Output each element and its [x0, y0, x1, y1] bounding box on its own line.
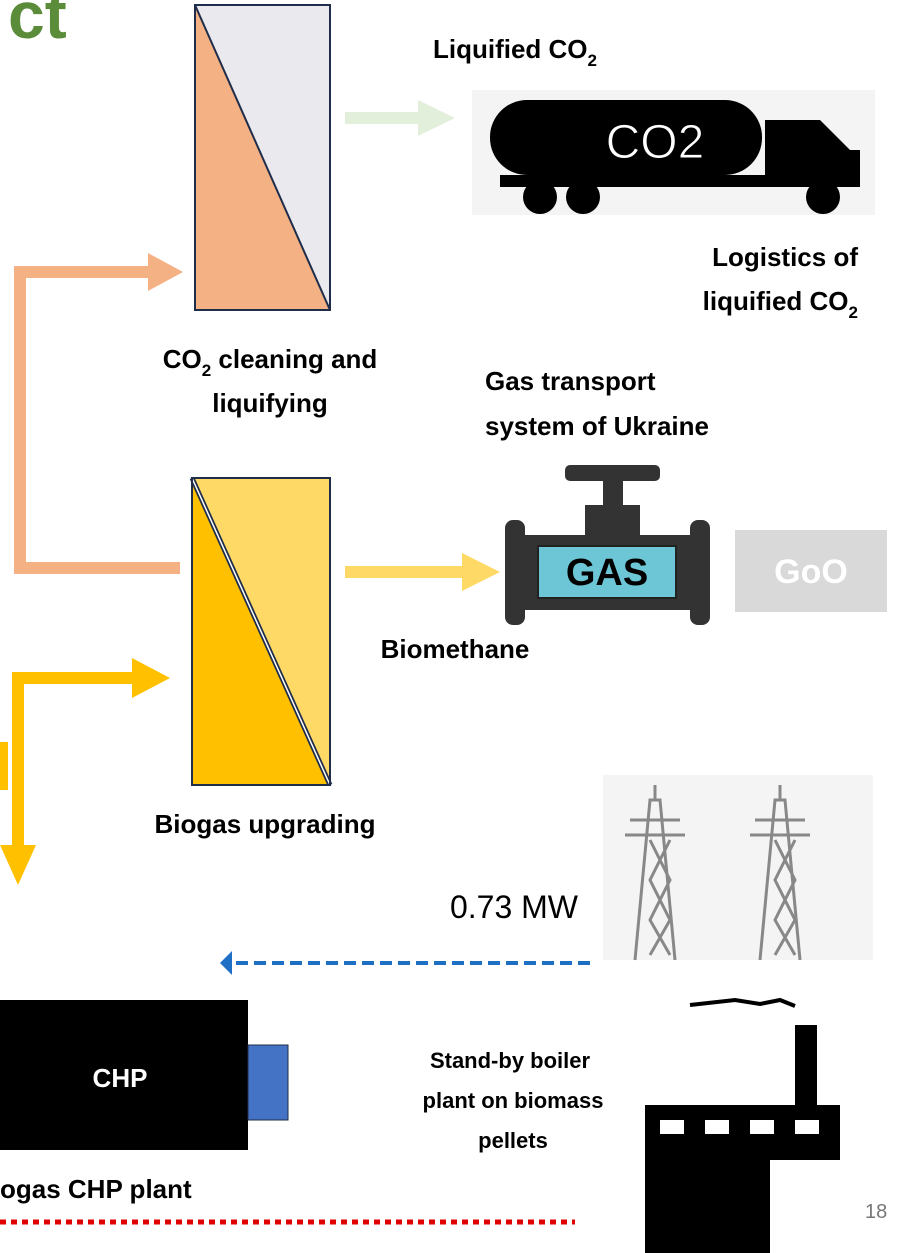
green-arrow: [345, 100, 455, 136]
chp-label: CHP: [93, 1063, 148, 1093]
pylons-icon: [603, 775, 873, 961]
factory-icon: [645, 997, 840, 1253]
chp-generator: [247, 1044, 289, 1121]
salmon-arrow: [14, 253, 183, 574]
logistics-line1: Logistics of: [712, 242, 858, 272]
chp-plant-label: ogas CHP plant: [0, 1174, 192, 1204]
co2-column: [194, 4, 331, 311]
co2-cleaning-line1: CO2 cleaning and: [163, 344, 378, 380]
logistics-line2: liquified CO2: [703, 286, 858, 322]
gold-arrow: [0, 658, 170, 885]
gas-transport-line2: system of Ukraine: [485, 411, 709, 441]
biogas-upgrading-label: Biogas upgrading: [155, 809, 376, 839]
gas-valve-icon: GAS: [505, 465, 710, 625]
liquified-co2-label: Liquified CO2: [433, 34, 597, 70]
boiler-line1: Stand-by boiler: [430, 1048, 591, 1073]
goo-label: GoO: [774, 553, 848, 591]
gas-transport-line1: Gas transport: [485, 366, 656, 396]
biomethane-label: Biomethane: [381, 634, 530, 664]
power-label: 0.73 MW: [450, 889, 579, 925]
upgrading-column: [189, 476, 333, 787]
title-fragment: ct: [8, 0, 67, 52]
truck-icon: CO2: [472, 90, 875, 215]
chp-box: [0, 1000, 248, 1150]
boiler-line3: pellets: [478, 1128, 548, 1153]
gas-label: GAS: [566, 552, 648, 594]
co2-cleaning-line2: liquifying: [212, 388, 328, 418]
page-number: 18: [865, 1201, 887, 1223]
truck-label: CO2: [606, 116, 705, 169]
goo-box: [735, 530, 887, 612]
yellow-arrow: [345, 553, 500, 591]
boiler-line2: plant on biomass: [423, 1088, 604, 1113]
